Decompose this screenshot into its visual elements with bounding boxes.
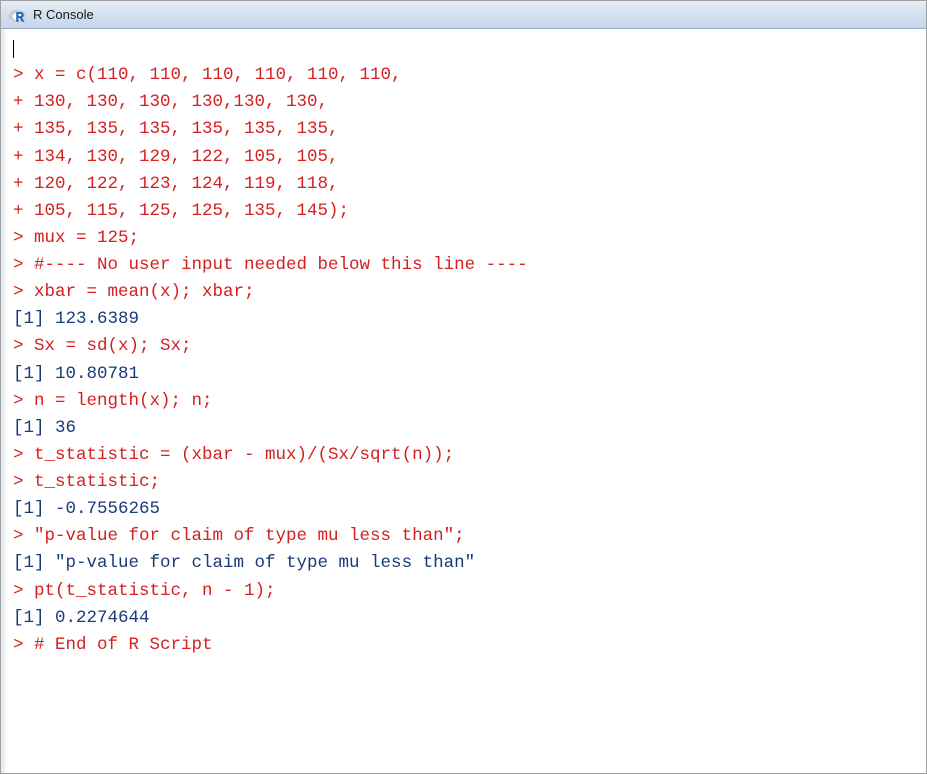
console-line: > t_statistic; [13, 469, 918, 496]
console-line: > t_statistic = (xbar - mux)/(Sx/sqrt(n)… [13, 442, 918, 469]
console-line: > # End of R Script [13, 632, 918, 659]
console-body[interactable]: > x = c(110, 110, 110, 110, 110, 110,+ 1… [1, 29, 926, 773]
console-line: [1] 123.6389 [13, 306, 918, 333]
console-line: + 130, 130, 130, 130,130, 130, [13, 89, 918, 116]
console-line: [1] -0.7556265 [13, 496, 918, 523]
title-bar[interactable]: R Console [1, 1, 926, 29]
console-line: + 105, 115, 125, 125, 135, 145); [13, 198, 918, 225]
console-line: [1] "p-value for claim of type mu less t… [13, 550, 918, 577]
console-line: [1] 10.80781 [13, 361, 918, 388]
r-app-icon [7, 5, 27, 25]
console-line: [1] 0.2274644 [13, 605, 918, 632]
console-line: > x = c(110, 110, 110, 110, 110, 110, [13, 62, 918, 89]
console-line: + 135, 135, 135, 135, 135, 135, [13, 116, 918, 143]
console-line: > mux = 125; [13, 225, 918, 252]
console-line: > Sx = sd(x); Sx; [13, 333, 918, 360]
window-title: R Console [33, 7, 94, 22]
console-line: [1] 36 [13, 415, 918, 442]
console-line: + 134, 130, 129, 122, 105, 105, [13, 144, 918, 171]
text-cursor [13, 40, 14, 58]
console-line: > #---- No user input needed below this … [13, 252, 918, 279]
console-line: > "p-value for claim of type mu less tha… [13, 523, 918, 550]
console-line [13, 35, 918, 62]
console-line: > n = length(x); n; [13, 388, 918, 415]
console-line: + 120, 122, 123, 124, 119, 118, [13, 171, 918, 198]
console-line: > xbar = mean(x); xbar; [13, 279, 918, 306]
console-line: > pt(t_statistic, n - 1); [13, 578, 918, 605]
r-console-window: R Console > x = c(110, 110, 110, 110, 11… [0, 0, 927, 774]
